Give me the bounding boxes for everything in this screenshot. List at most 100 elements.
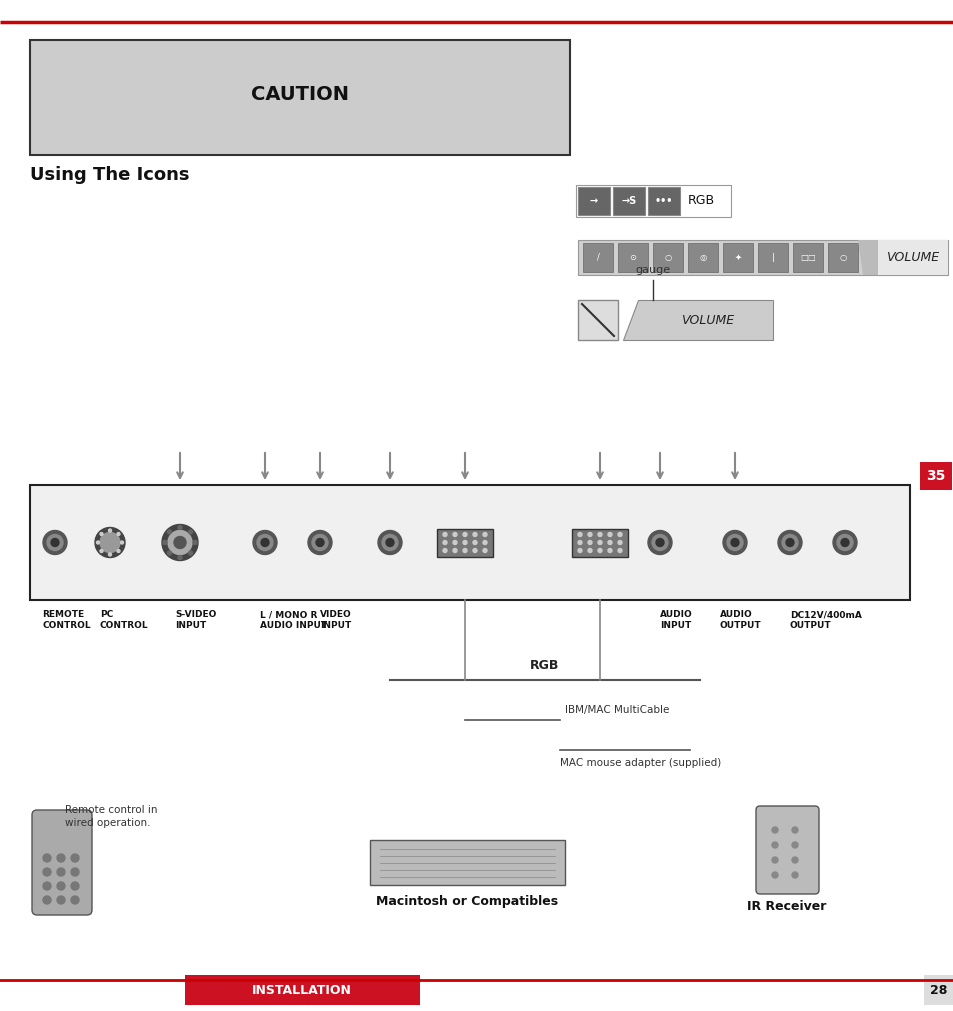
Text: IBM/MAC MultiCable: IBM/MAC MultiCable [564, 705, 669, 715]
Text: VIDEO
INPUT: VIDEO INPUT [319, 610, 352, 630]
Text: PC
CONTROL: PC CONTROL [100, 610, 149, 630]
Circle shape [771, 857, 778, 863]
Bar [370, 840, 564, 885]
Circle shape [261, 539, 269, 547]
Circle shape [96, 541, 99, 544]
Bar [613, 187, 644, 215]
Circle shape [607, 541, 612, 545]
Polygon shape [622, 300, 772, 340]
Text: •••: ••• [654, 196, 673, 206]
Circle shape [791, 857, 797, 863]
Circle shape [386, 539, 394, 547]
Circle shape [618, 533, 621, 537]
Circle shape [117, 550, 120, 552]
Circle shape [473, 541, 476, 545]
Circle shape [178, 526, 182, 530]
Text: AUDIO
OUTPUT: AUDIO OUTPUT [720, 610, 760, 630]
FancyBboxPatch shape [32, 810, 91, 915]
Circle shape [778, 531, 801, 554]
Bar [923, 975, 953, 1005]
Circle shape [453, 549, 456, 552]
Circle shape [377, 531, 401, 554]
Circle shape [57, 896, 65, 904]
Circle shape [726, 535, 742, 551]
Circle shape [462, 541, 467, 545]
Circle shape [785, 539, 793, 547]
Text: 28: 28 [929, 984, 946, 997]
Circle shape [482, 541, 486, 545]
Text: ◎: ◎ [699, 253, 706, 262]
Bar [652, 243, 682, 272]
Bar [758, 243, 787, 272]
Bar [792, 243, 822, 272]
Circle shape [832, 531, 856, 554]
Circle shape [95, 528, 125, 557]
Circle shape [771, 872, 778, 878]
Circle shape [47, 535, 63, 551]
Circle shape [836, 535, 852, 551]
Circle shape [71, 896, 79, 904]
Circle shape [167, 551, 172, 555]
Bar [576, 185, 730, 217]
Bar [877, 240, 947, 275]
Bar [582, 243, 613, 272]
Circle shape [722, 531, 746, 554]
Circle shape [656, 539, 663, 547]
Bar [572, 529, 627, 556]
Circle shape [462, 549, 467, 552]
Text: ○: ○ [839, 253, 845, 262]
Circle shape [120, 541, 123, 544]
Circle shape [771, 842, 778, 848]
Text: ✦: ✦ [734, 253, 740, 262]
Circle shape [109, 529, 112, 532]
Circle shape [598, 533, 601, 537]
Circle shape [100, 533, 120, 552]
Text: gauge: gauge [635, 265, 670, 275]
Bar [185, 975, 419, 1005]
Bar [827, 243, 857, 272]
Circle shape [51, 539, 59, 547]
Text: RGB: RGB [530, 659, 559, 672]
Circle shape [109, 553, 112, 556]
Circle shape [178, 555, 182, 559]
Circle shape [189, 551, 193, 555]
Circle shape [618, 541, 621, 545]
Circle shape [587, 541, 592, 545]
Circle shape [71, 882, 79, 890]
Circle shape [442, 549, 447, 552]
Text: IR Receiver: IR Receiver [746, 900, 826, 913]
Bar [30, 485, 909, 600]
Circle shape [781, 535, 797, 551]
Circle shape [771, 827, 778, 833]
Circle shape [651, 535, 667, 551]
Text: INSTALLATION: INSTALLATION [252, 984, 352, 997]
Circle shape [43, 531, 67, 554]
Text: VOLUME: VOLUME [680, 313, 734, 327]
Text: ⊙: ⊙ [629, 253, 636, 262]
Bar [687, 243, 718, 272]
Circle shape [162, 525, 198, 560]
Circle shape [315, 539, 324, 547]
Bar [30, 40, 569, 155]
Circle shape [730, 539, 739, 547]
Circle shape [482, 549, 486, 552]
Bar [647, 187, 679, 215]
Text: □□: □□ [800, 253, 815, 262]
Circle shape [442, 541, 447, 545]
Text: Macintosh or Compatibles: Macintosh or Compatibles [375, 895, 558, 908]
Circle shape [578, 549, 581, 552]
Text: S-VIDEO
INPUT: S-VIDEO INPUT [174, 610, 216, 630]
Text: L / MONO R
AUDIO INPUT: L / MONO R AUDIO INPUT [260, 610, 327, 630]
Circle shape [163, 541, 167, 545]
Circle shape [167, 530, 172, 534]
Text: |: | [771, 253, 774, 262]
Text: DC12V/400mA
OUTPUT: DC12V/400mA OUTPUT [789, 610, 861, 630]
Circle shape [578, 541, 581, 545]
Text: /: / [596, 253, 598, 262]
Bar [436, 529, 493, 556]
Polygon shape [857, 240, 882, 275]
Bar [618, 243, 647, 272]
Text: →: → [589, 196, 598, 206]
Text: ○: ○ [663, 253, 671, 262]
Text: 35: 35 [925, 469, 944, 483]
